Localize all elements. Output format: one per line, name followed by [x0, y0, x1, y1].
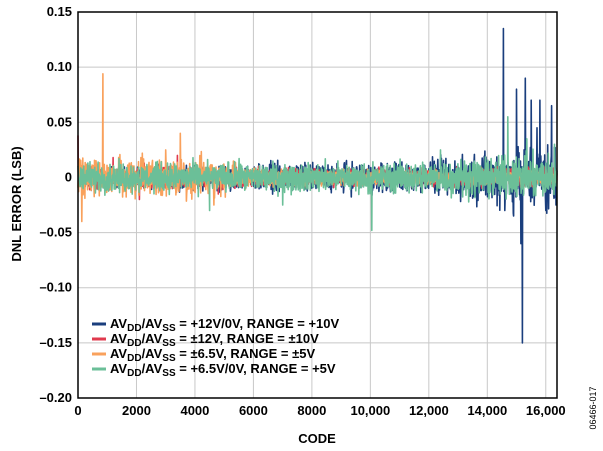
y-tick-label: –0.20: [39, 390, 72, 405]
y-tick-label: 0.10: [47, 59, 72, 74]
y-tick-label: –0.10: [39, 280, 72, 295]
x-tick-label: 12,000: [409, 403, 449, 418]
x-tick-label: 4000: [180, 403, 209, 418]
x-tick-labels: 0 2000 4000 6000 8000 10,000 12,000 14,000 16,00…: [74, 403, 565, 418]
x-tick-label: 6000: [239, 403, 268, 418]
series-lines: [77, 27, 558, 344]
x-tick-label: 14,000: [467, 403, 507, 418]
axes: [77, 11, 558, 399]
y-tick-label: 0: [65, 169, 72, 184]
legend-label-1: AVDD/AVSS = +12V/0V, RANGE = +10V: [110, 316, 340, 334]
y-tick-label: 0.05: [47, 114, 72, 129]
x-tick-label: 0: [74, 403, 81, 418]
y-tick-label: –0.05: [39, 225, 72, 240]
figure-id: 06466-017: [588, 386, 598, 429]
x-tick-label: 16,000: [526, 403, 566, 418]
x-tick-label: 10,000: [350, 403, 390, 418]
y-tick-label: –0.15: [39, 335, 72, 350]
x-axis-title: CODE: [298, 431, 336, 446]
y-tick-label: 0.15: [47, 4, 72, 19]
plot-frame: [77, 11, 558, 399]
y-axis-title: DNL ERROR (LSB): [9, 146, 24, 261]
legend-label-2: AVDD/AVSS = ±12V, RANGE = ±10V: [110, 331, 319, 349]
legend-label-3: AVDD/AVSS = ±6.5V, RANGE = ±5V: [110, 346, 315, 364]
x-tick-label: 8000: [297, 403, 326, 418]
x-tick-label: 2000: [122, 403, 151, 418]
legend-label-4: AVDD/AVSS = +6.5V/0V, RANGE = +5V: [110, 361, 336, 379]
series-line-4: [77, 116, 558, 232]
legend: AVDD/AVSS = +12V/0V, RANGE = +10VAVDD/AV…: [92, 316, 340, 379]
y-tick-labels: 0.15 0.10 0.05 0 –0.05 –0.10 –0.15 –0.20: [39, 4, 72, 405]
